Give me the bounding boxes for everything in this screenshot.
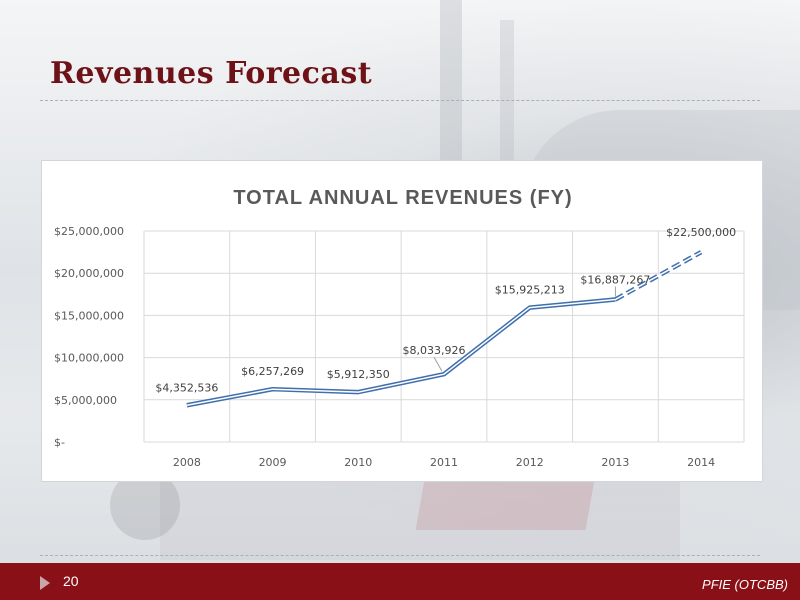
x-tick-label: 2009: [259, 456, 287, 469]
x-tick-label: 2008: [173, 456, 201, 469]
bg-pipe: [440, 0, 462, 160]
revenue-series: [186, 250, 703, 408]
y-tick-label: $15,000,000: [54, 309, 124, 322]
data-label: $16,887,267: [580, 273, 650, 286]
x-axis-ticks: 2008 2009 2010 2011 2012 2013 2014: [173, 456, 715, 469]
data-label: $5,912,350: [327, 368, 390, 381]
x-tick-label: 2012: [516, 456, 544, 469]
bg-truck: [160, 470, 680, 560]
footer-divider: [40, 555, 760, 556]
actual-revenue-line-inner: [186, 298, 616, 407]
projected-revenue-line-inner: [615, 251, 702, 301]
title-divider: [40, 100, 760, 101]
revenue-chart: TOTAL ANNUAL REVENUES (FY) $- $5,000,000 $…: [41, 160, 763, 482]
stock-ticker: PFIE (OTCBB): [702, 577, 788, 592]
y-tick-label: $-: [54, 436, 65, 449]
bg-pipe: [500, 20, 514, 170]
footer-bar: 20 PFIE (OTCBB): [0, 563, 800, 600]
chart-canvas: TOTAL ANNUAL REVENUES (FY) $-$5,000,000$…: [54, 187, 745, 469]
chart-gridlines: [143, 230, 745, 443]
leader-line: [433, 356, 443, 372]
y-tick-label: $20,000,000: [54, 267, 124, 280]
x-tick-label: 2014: [687, 456, 715, 469]
data-label: $4,352,536: [155, 381, 218, 394]
y-axis-ticks: $- $5,000,000 $10,000,000 $15,000,000 $20,00…: [54, 225, 124, 449]
data-label: $22,500,000: [666, 226, 736, 239]
y-tick-label: $5,000,000: [54, 394, 117, 407]
x-tick-label: 2010: [344, 456, 372, 469]
data-label: $8,033,926: [403, 344, 466, 357]
slide-title: Revenues Forecast: [50, 56, 373, 91]
y-tick-label: $10,000,000: [54, 352, 124, 365]
data-label: $15,925,213: [495, 284, 565, 297]
data-label: $6,257,269: [241, 365, 304, 378]
y-tick-label: $25,000,000: [54, 225, 124, 238]
x-tick-label: 2013: [601, 456, 629, 469]
play-arrow-icon: [40, 576, 50, 590]
x-tick-label: 2011: [430, 456, 458, 469]
bg-truck-lettering: [415, 480, 595, 530]
page-number: 20: [63, 573, 79, 589]
chart-title: TOTAL ANNUAL REVENUES (FY): [233, 187, 572, 209]
data-labels: $4,352,536 $6,257,269 $5,912,350 $8,033,926…: [155, 226, 736, 394]
